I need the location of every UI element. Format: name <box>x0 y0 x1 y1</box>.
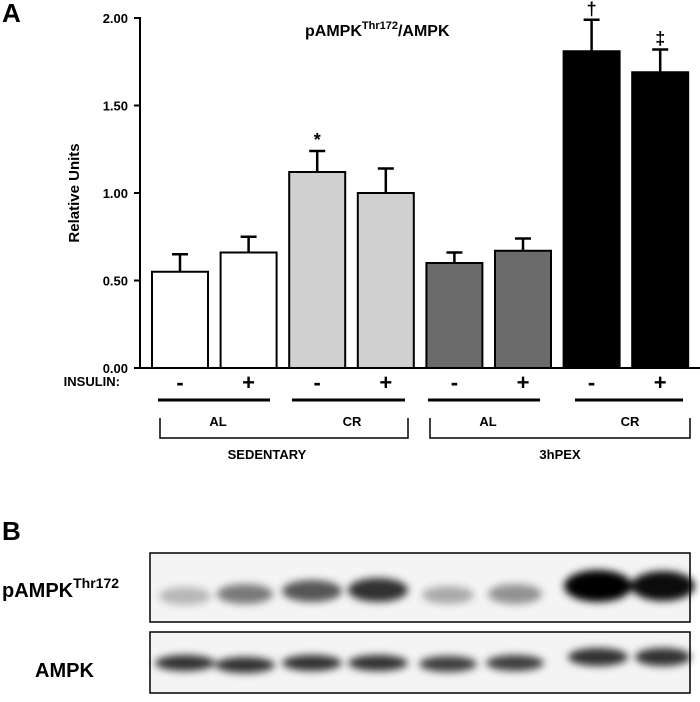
y-axis-label: Relative Units <box>66 143 83 242</box>
x-tick-label: + <box>242 370 255 395</box>
bar <box>151 270 209 369</box>
y-tick-label: 1.50 <box>103 99 128 114</box>
x-tick-label: - <box>176 370 183 395</box>
brackets <box>159 418 691 439</box>
bar <box>425 262 484 369</box>
x-tick-label: - <box>588 370 595 395</box>
bar <box>288 171 347 369</box>
bar <box>562 50 621 369</box>
x-tick-label: + <box>654 370 667 395</box>
significance-marker: ‡ <box>655 29 665 49</box>
group-label: AL <box>479 414 496 429</box>
title-superscript: Thr172 <box>362 20 398 32</box>
blot-label: AMPK <box>35 660 94 682</box>
bar <box>631 71 690 369</box>
x-tick-label: + <box>379 370 392 395</box>
blot-label-superscript: Thr172 <box>73 575 119 591</box>
panel-letter: B <box>2 516 21 546</box>
x-tick-label: - <box>451 370 458 395</box>
y-tick-label: 0.00 <box>103 361 128 376</box>
category-axis-label: INSULIN: <box>64 374 120 389</box>
bar <box>356 192 415 369</box>
y-tick-label: 1.00 <box>103 186 128 201</box>
significance-marker: † <box>587 0 597 19</box>
y-tick-label: 2.00 <box>103 11 128 26</box>
panel-letter: A <box>2 0 21 28</box>
title-main: pAMPK <box>305 23 362 40</box>
blot-label: pAMPKThr172 <box>2 575 119 602</box>
group-label: CR <box>343 414 362 429</box>
y-tick-label: 0.50 <box>103 274 128 289</box>
x-tick-label: - <box>314 370 321 395</box>
x-tick-label: + <box>517 370 530 395</box>
chart-title: pAMPKThr172/AMPK <box>305 20 450 40</box>
blot: pAMPKThr172 AMPK <box>2 552 695 694</box>
supergroup-label: 3hPEX <box>539 447 581 462</box>
title-suffix: /AMPK <box>398 23 450 40</box>
bar <box>219 251 278 369</box>
significance-marker: * <box>314 130 321 150</box>
blot-label-main: pAMPK <box>2 580 74 602</box>
group-label: AL <box>209 414 226 429</box>
group-label: CR <box>621 414 640 429</box>
bands <box>155 570 695 673</box>
bar <box>494 249 552 369</box>
supergroup-label: SEDENTARY <box>228 447 307 462</box>
